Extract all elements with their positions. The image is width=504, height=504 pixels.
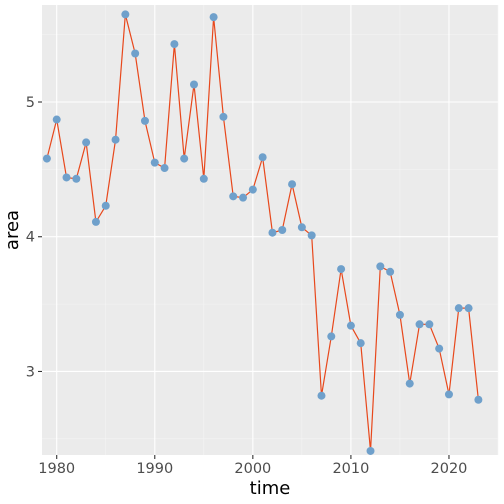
- data-point: [150, 158, 159, 167]
- y-tick-label: 3: [26, 364, 35, 380]
- data-point: [346, 321, 355, 330]
- data-point: [278, 226, 287, 234]
- x-tick-label: 2010: [332, 461, 369, 477]
- data-point: [131, 49, 140, 58]
- data-point: [229, 192, 238, 201]
- data-point: [140, 116, 149, 125]
- data-point: [239, 193, 248, 202]
- data-point: [415, 320, 424, 329]
- x-tick-label: 2020: [431, 461, 468, 477]
- y-tick-label: 4: [26, 230, 35, 246]
- data-point: [425, 320, 434, 329]
- data-point: [248, 185, 257, 194]
- data-point: [356, 339, 365, 348]
- data-point: [62, 173, 71, 182]
- data-point: [327, 332, 336, 341]
- y-axis-title: area: [2, 210, 23, 250]
- data-point: [101, 201, 110, 210]
- x-tick-label: 2000: [234, 461, 271, 477]
- data-point: [258, 153, 267, 162]
- major-gridlines: [42, 5, 498, 455]
- series-group: [42, 10, 483, 455]
- data-point: [190, 80, 198, 89]
- data-point: [454, 304, 463, 313]
- data-point: [464, 304, 473, 313]
- data-point: [474, 395, 483, 404]
- data-point: [405, 379, 414, 388]
- axes-group: 1980 1990 2000 2010 2020 3 4 5: [26, 95, 468, 477]
- data-point: [180, 154, 189, 163]
- data-point: [386, 267, 395, 276]
- data-point: [209, 13, 218, 22]
- data-point: [337, 265, 346, 274]
- x-tick-label: 1980: [38, 461, 75, 477]
- data-point: [170, 40, 179, 49]
- data-point: [160, 164, 169, 173]
- data-point: [111, 135, 120, 144]
- data-point: [435, 344, 444, 353]
- data-point: [307, 231, 316, 240]
- data-point: [121, 10, 130, 19]
- data-point: [297, 223, 306, 232]
- data-point: [219, 112, 228, 121]
- data-point: [42, 154, 51, 163]
- data-point: [199, 174, 208, 183]
- y-tick-label: 5: [26, 95, 35, 111]
- x-axis-title: time: [250, 478, 291, 499]
- data-point: [72, 174, 81, 183]
- data-point: [395, 310, 404, 319]
- x-tick-label: 1990: [136, 461, 173, 477]
- data-point: [288, 180, 297, 189]
- data-point: [317, 391, 326, 400]
- data-point: [376, 262, 385, 271]
- data-point: [52, 115, 61, 124]
- data-point: [366, 446, 375, 455]
- data-point: [268, 228, 277, 237]
- data-point: [444, 390, 453, 399]
- data-point: [91, 217, 100, 226]
- data-point: [82, 138, 91, 147]
